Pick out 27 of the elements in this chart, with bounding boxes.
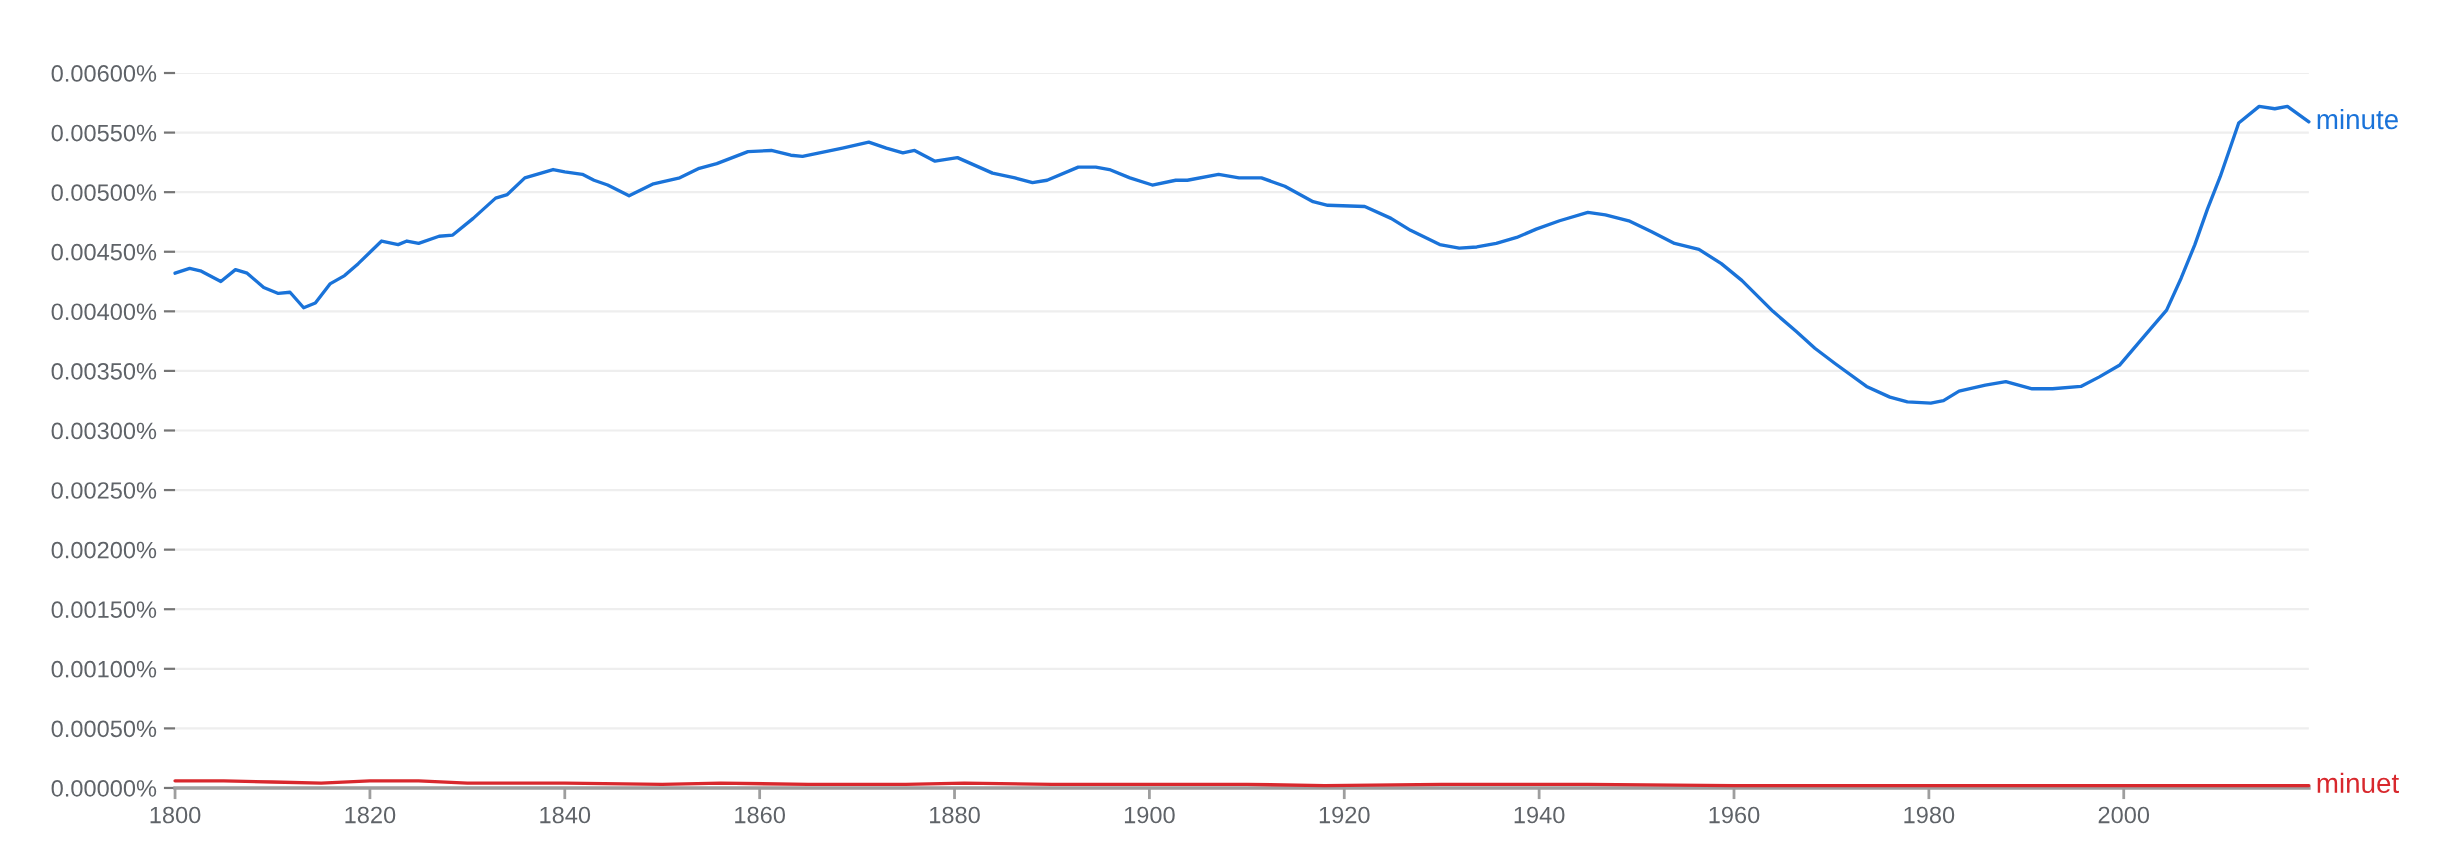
y-tick-label: 0.00100% (51, 660, 157, 678)
series-label: minute (2317, 108, 2398, 130)
x-tick-label: 1920 (1319, 806, 1370, 824)
x-tick-label: 1980 (1904, 806, 1955, 824)
x-tick-label: 1960 (1709, 806, 1760, 824)
y-tick-label: 0.00600% (51, 65, 157, 82)
y-tick-label: 0.00400% (51, 303, 157, 321)
y-tick-label: 0.00450% (51, 243, 157, 261)
y-tick-label: 0.00200% (51, 541, 157, 559)
x-tick-label: 1880 (930, 806, 980, 824)
x-tick-label: 1940 (1514, 806, 1565, 824)
y-tick-label: 0.00350% (51, 362, 157, 380)
x-tick-label: 1800 (150, 806, 201, 824)
x-tick-label: 1860 (735, 806, 785, 824)
x-tick-label: 1900 (1124, 806, 1175, 824)
y-tick-label: 0.00500% (51, 184, 157, 201)
y-tick-label: 0.00550% (51, 124, 157, 142)
y-tick-label: 0.00300% (51, 422, 157, 440)
y-tick-label: 0.00150% (51, 601, 157, 619)
y-tick-label: 0.00250% (51, 482, 157, 499)
series-label: minuet (2317, 772, 2399, 794)
y-tick-label: 0.00000% (51, 780, 157, 797)
x-tick-label: 1840 (540, 806, 591, 824)
line-series (173, 104, 2311, 405)
x-tick-label: 2000 (2098, 806, 2150, 824)
y-tick-label: 0.00050% (51, 720, 157, 738)
x-tick-label: 1820 (345, 806, 396, 824)
